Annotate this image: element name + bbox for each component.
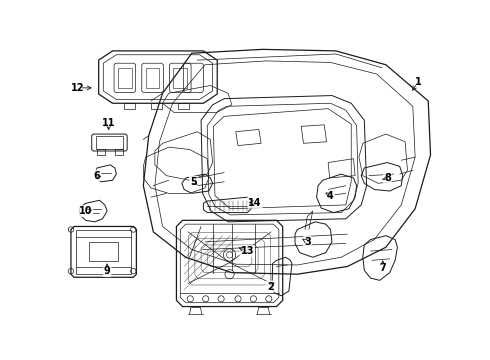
Text: 8: 8 — [384, 173, 391, 183]
Text: 3: 3 — [304, 237, 311, 247]
Text: 7: 7 — [379, 263, 386, 273]
Text: 6: 6 — [93, 171, 100, 181]
Text: 5: 5 — [190, 177, 197, 187]
Text: 1: 1 — [415, 77, 421, 87]
Text: 12: 12 — [71, 83, 85, 93]
Text: 4: 4 — [327, 191, 334, 201]
Text: 9: 9 — [104, 266, 111, 276]
Text: 2: 2 — [267, 282, 274, 292]
Text: 14: 14 — [248, 198, 262, 208]
Text: 13: 13 — [241, 246, 254, 256]
Text: 10: 10 — [79, 206, 92, 216]
Text: 11: 11 — [102, 117, 116, 127]
